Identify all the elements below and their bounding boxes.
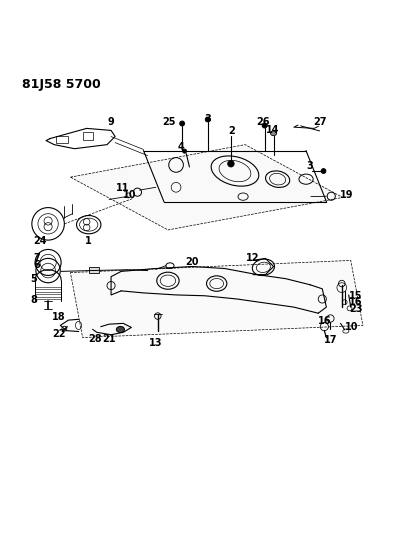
Bar xyxy=(56,136,68,143)
Polygon shape xyxy=(70,144,343,230)
Text: 19: 19 xyxy=(340,190,353,200)
Text: 2: 2 xyxy=(228,126,235,136)
Text: 7: 7 xyxy=(34,253,40,263)
Text: 9: 9 xyxy=(108,117,115,127)
Ellipse shape xyxy=(270,131,276,136)
Text: 23: 23 xyxy=(349,304,363,314)
Text: 5: 5 xyxy=(31,274,37,285)
Text: 4: 4 xyxy=(178,142,185,152)
Circle shape xyxy=(182,149,187,153)
Text: 10: 10 xyxy=(123,190,137,200)
Bar xyxy=(83,132,93,140)
Text: 25: 25 xyxy=(162,117,176,127)
Text: 1: 1 xyxy=(85,236,92,246)
Text: 13: 13 xyxy=(149,338,162,348)
Text: 21: 21 xyxy=(102,334,116,344)
Text: 12: 12 xyxy=(246,253,259,263)
Text: 6: 6 xyxy=(34,260,40,270)
Circle shape xyxy=(180,121,184,126)
Text: 17: 17 xyxy=(324,335,337,345)
Text: 3: 3 xyxy=(204,115,211,124)
Text: 27: 27 xyxy=(314,117,327,127)
Text: 28: 28 xyxy=(88,334,101,344)
Circle shape xyxy=(228,160,234,167)
Text: 10: 10 xyxy=(345,321,358,332)
Text: 3: 3 xyxy=(307,161,313,171)
Text: 22: 22 xyxy=(52,328,66,338)
Text: 18: 18 xyxy=(52,312,66,322)
Text: 81J58 5700: 81J58 5700 xyxy=(22,78,101,91)
Ellipse shape xyxy=(116,326,124,333)
Text: 20: 20 xyxy=(186,256,199,266)
Circle shape xyxy=(262,123,267,128)
Text: 8: 8 xyxy=(30,295,37,305)
Text: 14: 14 xyxy=(266,125,279,135)
Circle shape xyxy=(205,117,210,122)
Text: 16: 16 xyxy=(349,297,363,307)
Bar xyxy=(89,268,99,273)
Text: 15: 15 xyxy=(349,290,363,301)
Text: 11: 11 xyxy=(116,183,129,193)
Polygon shape xyxy=(70,261,363,337)
Text: 26: 26 xyxy=(257,117,270,127)
Text: 24: 24 xyxy=(33,236,47,246)
Circle shape xyxy=(321,168,326,173)
Text: 16: 16 xyxy=(317,317,331,326)
